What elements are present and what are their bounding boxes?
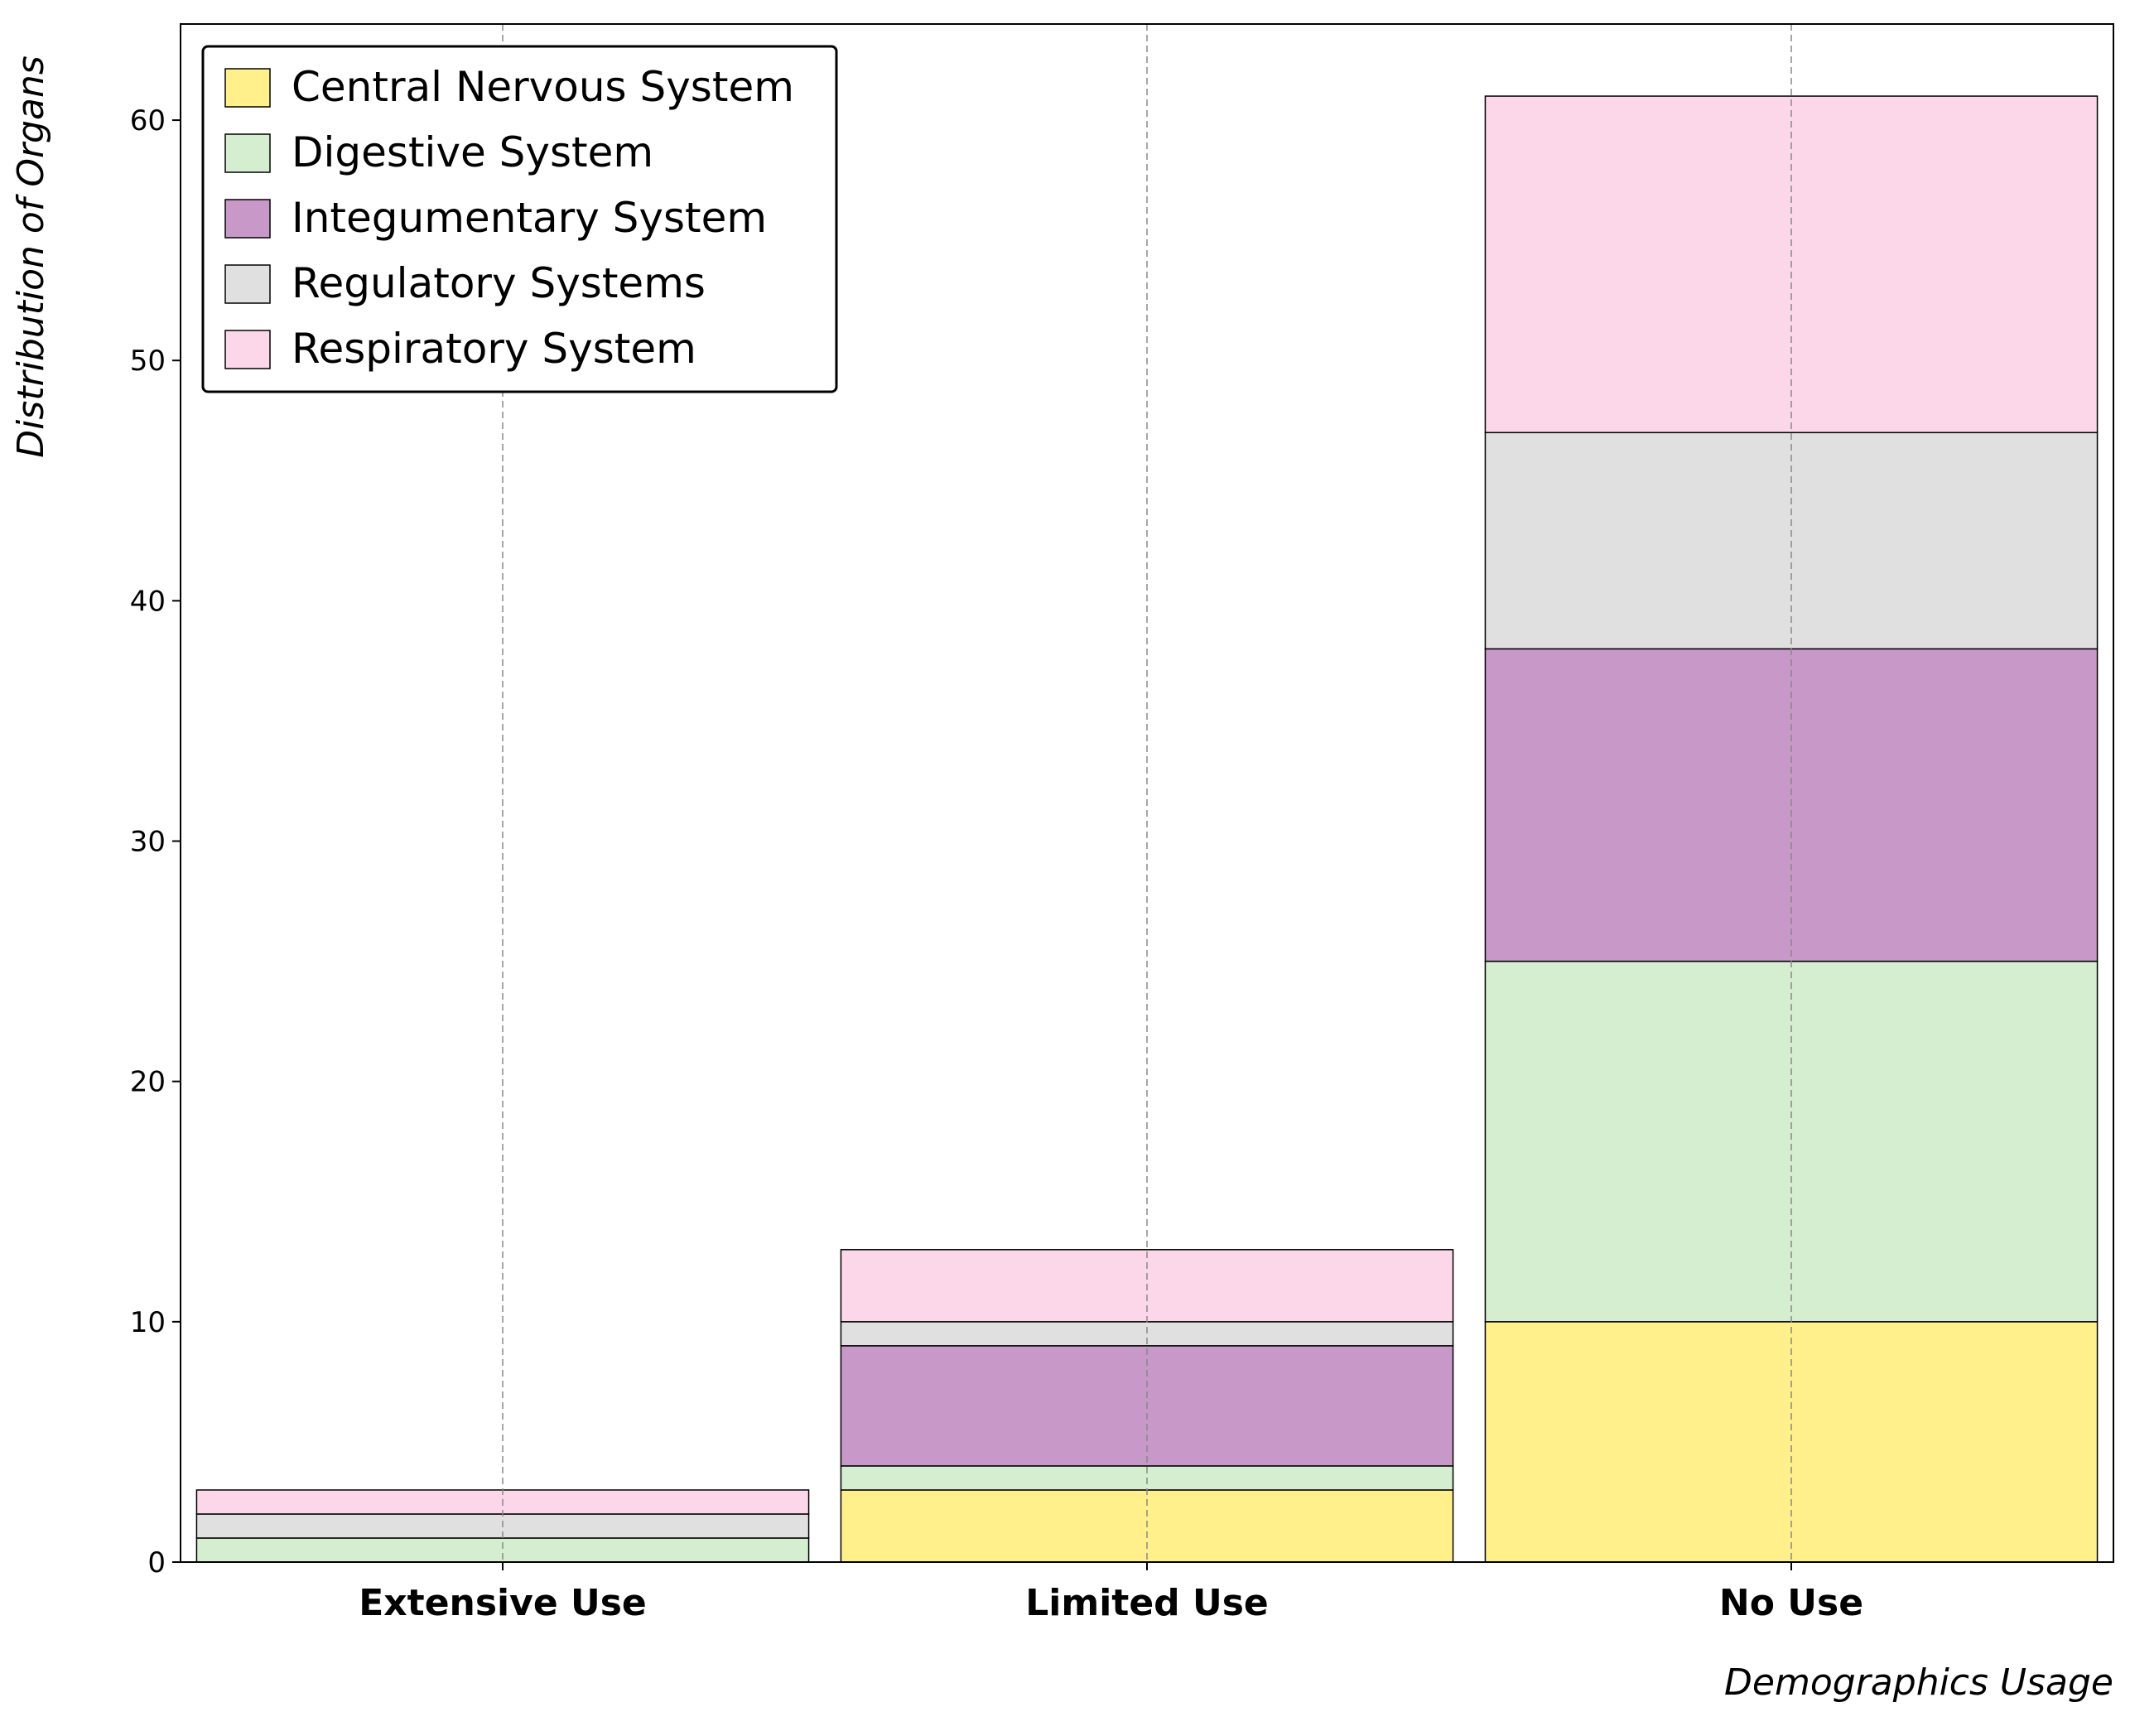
legend-label: Respiratory System [292,325,696,373]
axes-layer: 0 10 20 30 40 50 60 Extensive Use Limited Use No … [130,23,2114,1624]
y-tick-label: 20 [130,1066,166,1099]
legend-label: Central Nervous System [292,63,794,111]
legend-box [201,45,838,393]
legend-swatch [224,68,271,108]
x-tick-label: Extensive Use [359,1582,647,1624]
y-tick-label: 30 [130,826,166,859]
legend-label: Digestive System [292,128,653,176]
y-tick-label: 0 [147,1546,166,1579]
legend-swatch [224,199,271,239]
y-tick-label: 60 [130,104,166,137]
x-tick-label: No Use [1719,1582,1863,1624]
legend-swatch [224,264,271,304]
y-tick-label: 40 [130,585,166,618]
bar-segment-no-use-digestive-system [1484,960,2099,1323]
legend-label: Integumentary System [292,194,767,242]
y-tick-label: 50 [130,345,166,378]
legend-label: Regulatory Systems [292,259,706,307]
bars-layer [195,24,2099,1563]
y-axis-label: Distribution of Organs [10,55,52,458]
legend-swatch [224,330,271,369]
y-tick-label: 10 [130,1306,166,1339]
x-axis-label: Demographics Usage [1724,1661,2113,1704]
legend-swatch [224,133,271,173]
legend: Central Nervous System Digestive System In… [201,45,838,393]
x-tick-label: Limited Use [1025,1582,1269,1624]
